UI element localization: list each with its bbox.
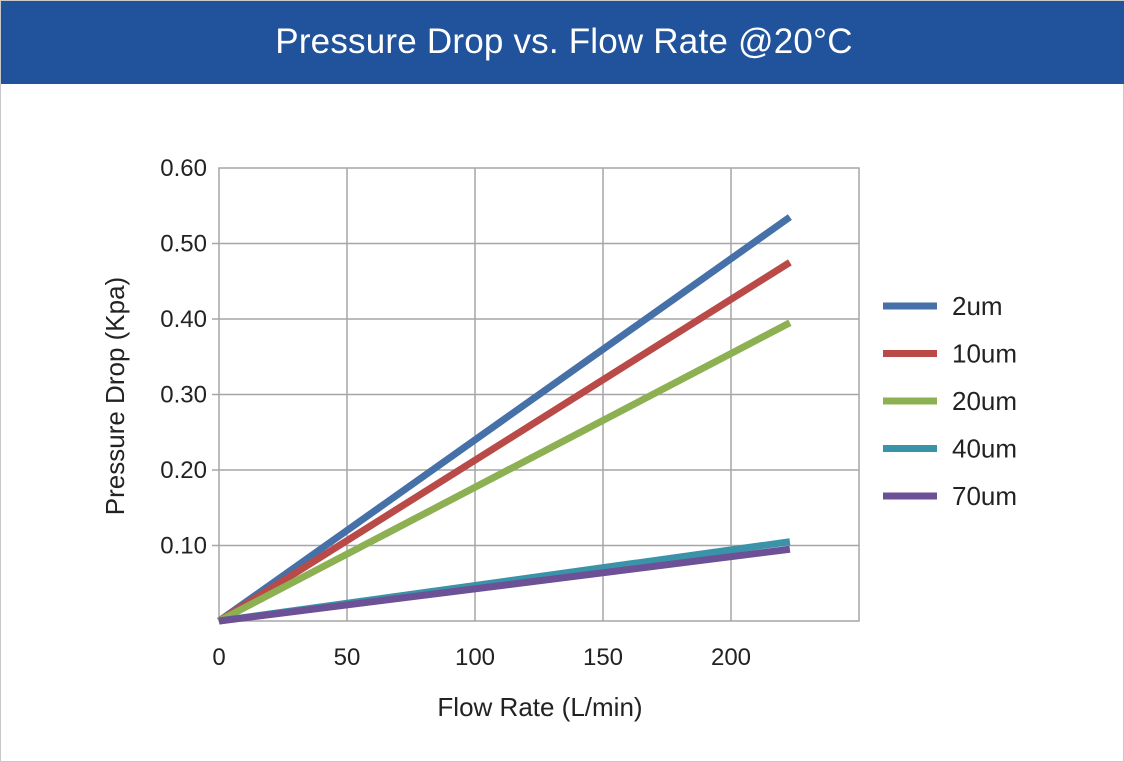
- y-tick-label: 0.10: [160, 533, 207, 560]
- y-axis-label: Pressure Drop (Kpa): [100, 277, 130, 515]
- x-tick-label: 0: [212, 644, 225, 671]
- series-line-10um: [217, 259, 792, 624]
- legend-label-10um: 10um: [952, 339, 1017, 369]
- x-tick-label: 200: [711, 644, 751, 671]
- y-tick-label: 0.50: [160, 231, 207, 258]
- tick-labels: 0 50 100 150 200 0.10 0.20 0.30 0.40 0.50 0.60: [160, 155, 751, 671]
- legend-label-70um: 70um: [952, 481, 1017, 511]
- x-tick-label: 100: [455, 644, 495, 671]
- chart-title: Pressure Drop vs. Flow Rate @20°C: [275, 21, 853, 61]
- series-line-2um: [216, 214, 792, 624]
- x-tick-label: 150: [583, 644, 623, 671]
- x-tick-label: 50: [334, 644, 361, 671]
- y-tick-label: 0.20: [160, 457, 207, 484]
- series-lines: [216, 214, 792, 625]
- y-tick-label: 0.40: [160, 306, 207, 333]
- series-line-20um: [217, 319, 792, 625]
- y-tick-label: 0.30: [160, 382, 207, 409]
- legend-label-40um: 40um: [952, 434, 1017, 464]
- y-tick-label: 0.60: [160, 155, 207, 182]
- series-line-70um: [218, 545, 791, 625]
- title-bar: Pressure Drop vs. Flow Rate @20°C: [1, 1, 1124, 84]
- legend: 2um 10um 20um 40um 70um: [883, 291, 1017, 511]
- legend-label-20um: 20um: [952, 386, 1017, 416]
- legend-label-2um: 2um: [952, 291, 1003, 321]
- x-axis-label: Flow Rate (L/min): [437, 692, 642, 722]
